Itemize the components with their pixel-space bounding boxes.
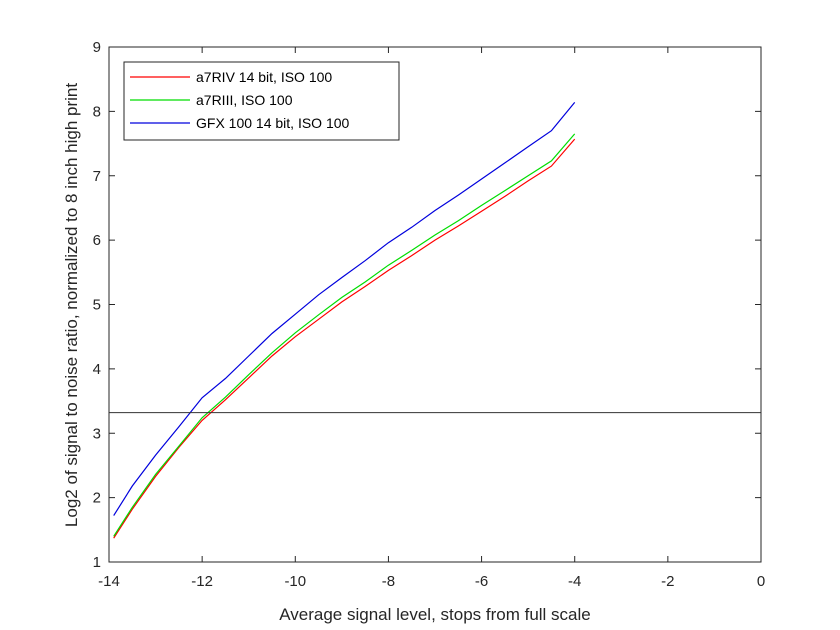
x-tick-label: -6: [475, 573, 488, 590]
y-tick-label: 9: [93, 39, 101, 56]
y-tick-label: 7: [93, 168, 101, 185]
x-tick-label: -12: [191, 573, 213, 590]
legend-label-3: GFX 100 14 bit, ISO 100: [196, 115, 350, 131]
series-line-2: [113, 133, 576, 537]
y-tick-label: 8: [93, 103, 101, 120]
legend: a7RIV 14 bit, ISO 100 a7RIII, ISO 100 GFX …: [123, 61, 400, 141]
y-tick-label: 6: [93, 232, 101, 249]
series-group: [113, 102, 576, 539]
y-tick-label: 2: [93, 490, 101, 507]
x-axis-label: Average signal level, stops from full sc…: [279, 605, 591, 624]
x-axis-ticks: -14 -12 -10 -8 -6 -4 -2 0: [98, 47, 765, 590]
y-tick-label: 3: [93, 425, 101, 442]
y-axis-ticks: 1 2 3 4 5 6 7 8 9: [93, 39, 761, 571]
y-axis-label: Log2 of signal to noise ratio, normalize…: [62, 83, 81, 527]
x-tick-label: -10: [284, 573, 306, 590]
legend-label-1: a7RIV 14 bit, ISO 100: [196, 69, 332, 85]
y-tick-label: 5: [93, 297, 101, 314]
y-tick-label: 4: [93, 361, 101, 378]
x-tick-label: -2: [661, 573, 674, 590]
x-tick-label: -8: [382, 573, 395, 590]
x-tick-label: -14: [98, 573, 120, 590]
series-line-3: [113, 102, 576, 516]
x-tick-label: 0: [757, 573, 765, 590]
legend-box: [123, 61, 400, 141]
series-line-1: [113, 138, 576, 539]
legend-label-2: a7RIII, ISO 100: [196, 92, 293, 108]
x-tick-label: -4: [568, 573, 581, 590]
y-tick-label: 1: [93, 554, 101, 571]
